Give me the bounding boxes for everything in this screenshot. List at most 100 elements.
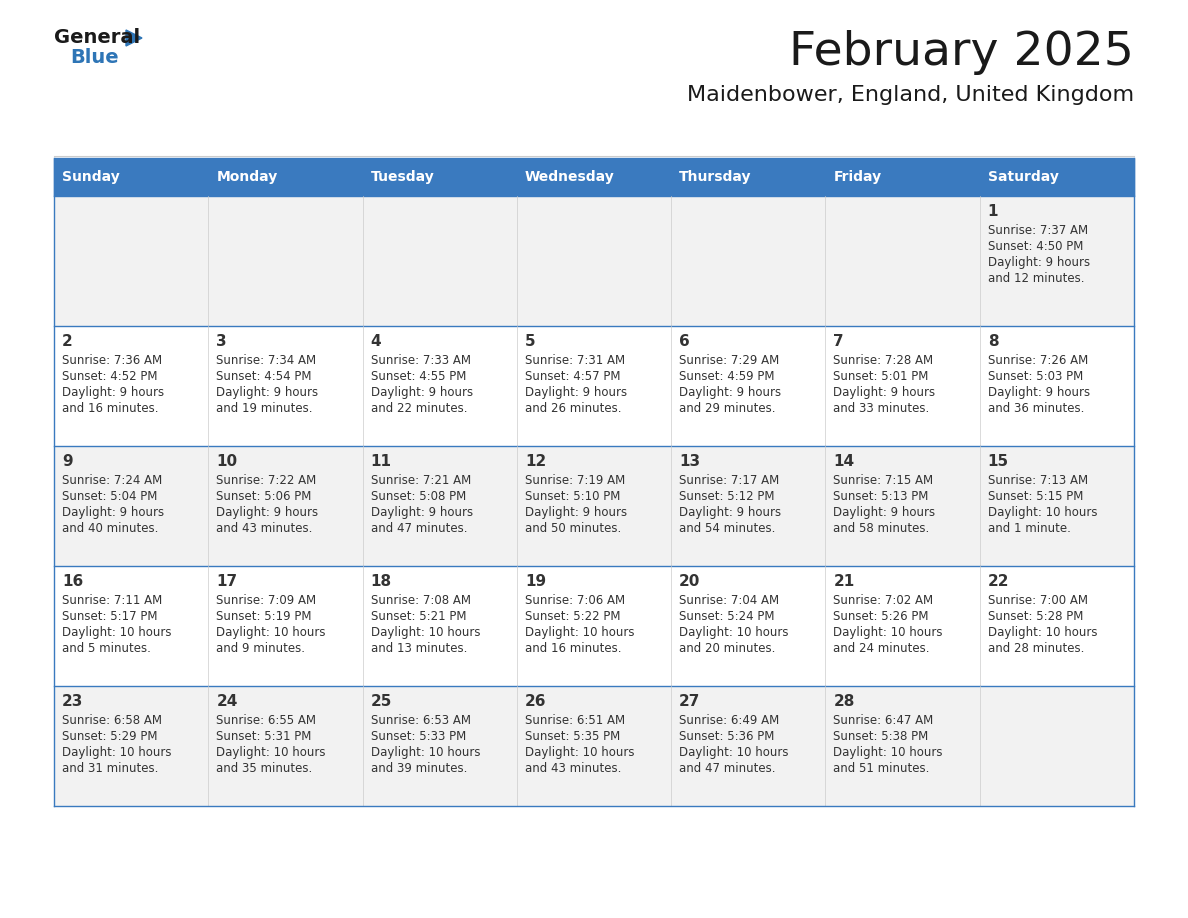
Text: Sunset: 5:03 PM: Sunset: 5:03 PM bbox=[987, 370, 1083, 383]
Text: Sunrise: 7:33 AM: Sunrise: 7:33 AM bbox=[371, 354, 470, 367]
Text: and 51 minutes.: and 51 minutes. bbox=[834, 762, 930, 775]
Text: Sunrise: 7:22 AM: Sunrise: 7:22 AM bbox=[216, 474, 316, 487]
Text: Sunset: 5:06 PM: Sunset: 5:06 PM bbox=[216, 490, 311, 503]
Text: 3: 3 bbox=[216, 334, 227, 349]
Text: Sunrise: 6:49 AM: Sunrise: 6:49 AM bbox=[680, 714, 779, 727]
Polygon shape bbox=[126, 30, 143, 46]
Bar bbox=[208, 158, 362, 196]
Text: 6: 6 bbox=[680, 334, 690, 349]
Text: Sunrise: 7:29 AM: Sunrise: 7:29 AM bbox=[680, 354, 779, 367]
Text: Sunrise: 7:31 AM: Sunrise: 7:31 AM bbox=[525, 354, 625, 367]
Text: 27: 27 bbox=[680, 694, 701, 709]
Text: and 26 minutes.: and 26 minutes. bbox=[525, 402, 621, 415]
Bar bbox=[980, 158, 1135, 196]
Text: 7: 7 bbox=[834, 334, 843, 349]
Text: and 54 minutes.: and 54 minutes. bbox=[680, 522, 776, 535]
Text: Sunrise: 7:02 AM: Sunrise: 7:02 AM bbox=[834, 594, 934, 607]
Text: Sunset: 5:19 PM: Sunset: 5:19 PM bbox=[216, 610, 311, 623]
Text: Daylight: 9 hours: Daylight: 9 hours bbox=[987, 256, 1089, 269]
Text: 8: 8 bbox=[987, 334, 998, 349]
Text: Daylight: 9 hours: Daylight: 9 hours bbox=[62, 506, 164, 519]
Text: 21: 21 bbox=[834, 574, 854, 589]
Bar bbox=[53, 158, 208, 196]
Text: Daylight: 9 hours: Daylight: 9 hours bbox=[680, 506, 782, 519]
Text: 13: 13 bbox=[680, 454, 700, 469]
Text: February 2025: February 2025 bbox=[789, 30, 1135, 75]
Text: 2: 2 bbox=[62, 334, 72, 349]
Text: Sunset: 4:55 PM: Sunset: 4:55 PM bbox=[371, 370, 466, 383]
Text: Sunrise: 7:06 AM: Sunrise: 7:06 AM bbox=[525, 594, 625, 607]
Text: and 22 minutes.: and 22 minutes. bbox=[371, 402, 467, 415]
Text: Sunset: 4:54 PM: Sunset: 4:54 PM bbox=[216, 370, 311, 383]
Text: Friday: Friday bbox=[834, 170, 881, 184]
Text: 11: 11 bbox=[371, 454, 392, 469]
Text: Daylight: 10 hours: Daylight: 10 hours bbox=[525, 746, 634, 759]
Text: and 43 minutes.: and 43 minutes. bbox=[216, 522, 312, 535]
Text: and 29 minutes.: and 29 minutes. bbox=[680, 402, 776, 415]
Text: Sunset: 5:36 PM: Sunset: 5:36 PM bbox=[680, 730, 775, 743]
Text: Wednesday: Wednesday bbox=[525, 170, 614, 184]
Text: Sunset: 5:10 PM: Sunset: 5:10 PM bbox=[525, 490, 620, 503]
Bar bbox=[517, 158, 671, 196]
Text: Sunset: 5:04 PM: Sunset: 5:04 PM bbox=[62, 490, 157, 503]
Text: and 50 minutes.: and 50 minutes. bbox=[525, 522, 621, 535]
Text: Sunset: 5:26 PM: Sunset: 5:26 PM bbox=[834, 610, 929, 623]
Text: Sunset: 5:15 PM: Sunset: 5:15 PM bbox=[987, 490, 1083, 503]
Text: Sunrise: 7:37 AM: Sunrise: 7:37 AM bbox=[987, 224, 1088, 237]
Text: and 28 minutes.: and 28 minutes. bbox=[987, 642, 1085, 655]
Text: Thursday: Thursday bbox=[680, 170, 752, 184]
Text: 15: 15 bbox=[987, 454, 1009, 469]
Text: 25: 25 bbox=[371, 694, 392, 709]
Text: Sunset: 5:31 PM: Sunset: 5:31 PM bbox=[216, 730, 311, 743]
Text: Sunday: Sunday bbox=[62, 170, 120, 184]
Text: 23: 23 bbox=[62, 694, 83, 709]
Text: and 43 minutes.: and 43 minutes. bbox=[525, 762, 621, 775]
Text: Sunrise: 7:08 AM: Sunrise: 7:08 AM bbox=[371, 594, 470, 607]
Text: Sunset: 5:22 PM: Sunset: 5:22 PM bbox=[525, 610, 620, 623]
Text: Daylight: 10 hours: Daylight: 10 hours bbox=[680, 746, 789, 759]
Text: Sunset: 4:57 PM: Sunset: 4:57 PM bbox=[525, 370, 620, 383]
Text: 18: 18 bbox=[371, 574, 392, 589]
Text: Sunrise: 6:51 AM: Sunrise: 6:51 AM bbox=[525, 714, 625, 727]
Text: Daylight: 9 hours: Daylight: 9 hours bbox=[987, 386, 1089, 399]
Text: Daylight: 10 hours: Daylight: 10 hours bbox=[525, 626, 634, 639]
Text: Sunrise: 6:53 AM: Sunrise: 6:53 AM bbox=[371, 714, 470, 727]
Text: and 35 minutes.: and 35 minutes. bbox=[216, 762, 312, 775]
Text: 26: 26 bbox=[525, 694, 546, 709]
Text: Sunset: 4:50 PM: Sunset: 4:50 PM bbox=[987, 240, 1083, 253]
Text: Daylight: 10 hours: Daylight: 10 hours bbox=[987, 506, 1098, 519]
Text: and 12 minutes.: and 12 minutes. bbox=[987, 272, 1085, 285]
Bar bbox=[53, 196, 1135, 326]
Text: Sunrise: 7:28 AM: Sunrise: 7:28 AM bbox=[834, 354, 934, 367]
Text: Daylight: 9 hours: Daylight: 9 hours bbox=[371, 386, 473, 399]
Text: Sunrise: 7:26 AM: Sunrise: 7:26 AM bbox=[987, 354, 1088, 367]
Text: Sunrise: 7:15 AM: Sunrise: 7:15 AM bbox=[834, 474, 934, 487]
Text: Saturday: Saturday bbox=[987, 170, 1059, 184]
Text: 4: 4 bbox=[371, 334, 381, 349]
Text: Sunrise: 7:11 AM: Sunrise: 7:11 AM bbox=[62, 594, 163, 607]
Text: and 47 minutes.: and 47 minutes. bbox=[680, 762, 776, 775]
Text: Daylight: 9 hours: Daylight: 9 hours bbox=[525, 506, 627, 519]
Text: Sunset: 5:21 PM: Sunset: 5:21 PM bbox=[371, 610, 466, 623]
Text: Sunrise: 7:04 AM: Sunrise: 7:04 AM bbox=[680, 594, 779, 607]
Text: Daylight: 9 hours: Daylight: 9 hours bbox=[680, 386, 782, 399]
Text: Daylight: 10 hours: Daylight: 10 hours bbox=[371, 626, 480, 639]
Text: Sunset: 5:29 PM: Sunset: 5:29 PM bbox=[62, 730, 158, 743]
Text: and 47 minutes.: and 47 minutes. bbox=[371, 522, 467, 535]
Text: 20: 20 bbox=[680, 574, 701, 589]
Text: Daylight: 10 hours: Daylight: 10 hours bbox=[987, 626, 1098, 639]
Text: 12: 12 bbox=[525, 454, 546, 469]
Bar bbox=[53, 686, 1135, 806]
Text: 17: 17 bbox=[216, 574, 238, 589]
Text: Daylight: 9 hours: Daylight: 9 hours bbox=[525, 386, 627, 399]
Text: Sunrise: 6:55 AM: Sunrise: 6:55 AM bbox=[216, 714, 316, 727]
Text: and 33 minutes.: and 33 minutes. bbox=[834, 402, 930, 415]
Text: and 20 minutes.: and 20 minutes. bbox=[680, 642, 776, 655]
Text: Daylight: 10 hours: Daylight: 10 hours bbox=[216, 626, 326, 639]
Text: and 16 minutes.: and 16 minutes. bbox=[525, 642, 621, 655]
Text: Sunset: 5:33 PM: Sunset: 5:33 PM bbox=[371, 730, 466, 743]
Text: 28: 28 bbox=[834, 694, 855, 709]
Text: 10: 10 bbox=[216, 454, 238, 469]
Text: Blue: Blue bbox=[70, 48, 119, 67]
Text: Sunrise: 7:13 AM: Sunrise: 7:13 AM bbox=[987, 474, 1088, 487]
